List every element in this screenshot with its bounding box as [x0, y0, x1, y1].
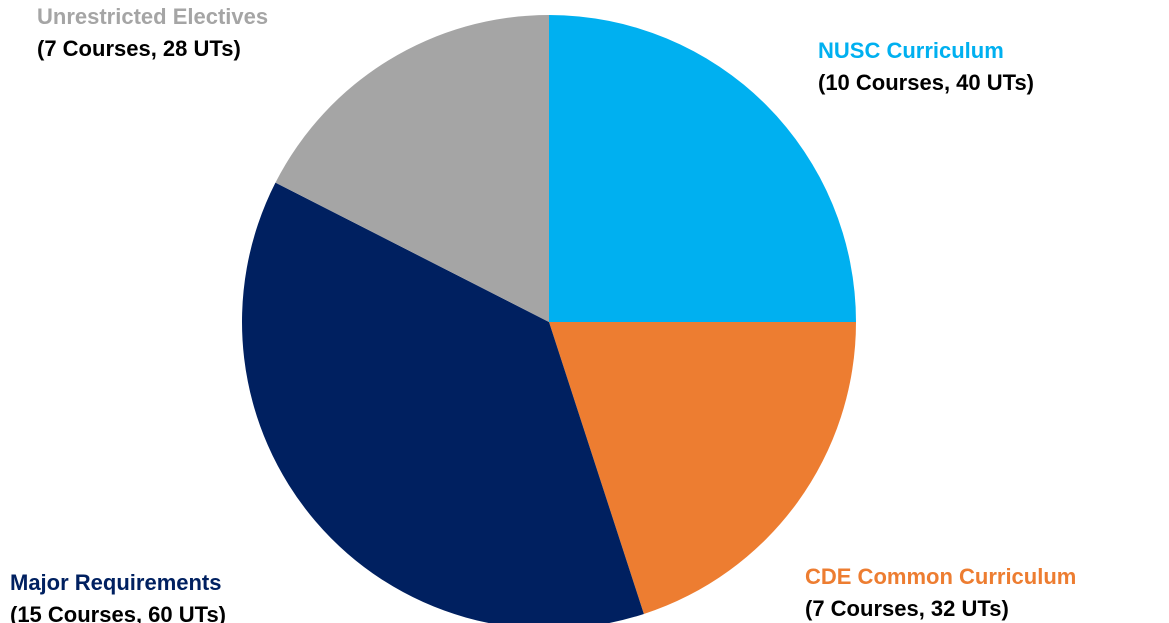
slice-name: NUSC Curriculum	[818, 38, 1004, 63]
slice-name: CDE Common Curriculum	[805, 564, 1076, 589]
slice-name: Major Requirements	[10, 570, 222, 595]
slice-value-label: (15 Courses, 60 UTs)	[10, 602, 226, 623]
pie-slice	[549, 322, 856, 614]
slice-name: Unrestricted Electives	[37, 4, 268, 29]
slice-value-label: (7 Courses, 28 UTs)	[37, 36, 241, 61]
slice-value-label: (7 Courses, 32 UTs)	[805, 596, 1009, 621]
pie-slice	[242, 182, 644, 623]
pie-slice	[275, 15, 549, 322]
pie-slice	[549, 15, 856, 322]
slice-value-label: (10 Courses, 40 UTs)	[818, 70, 1034, 95]
